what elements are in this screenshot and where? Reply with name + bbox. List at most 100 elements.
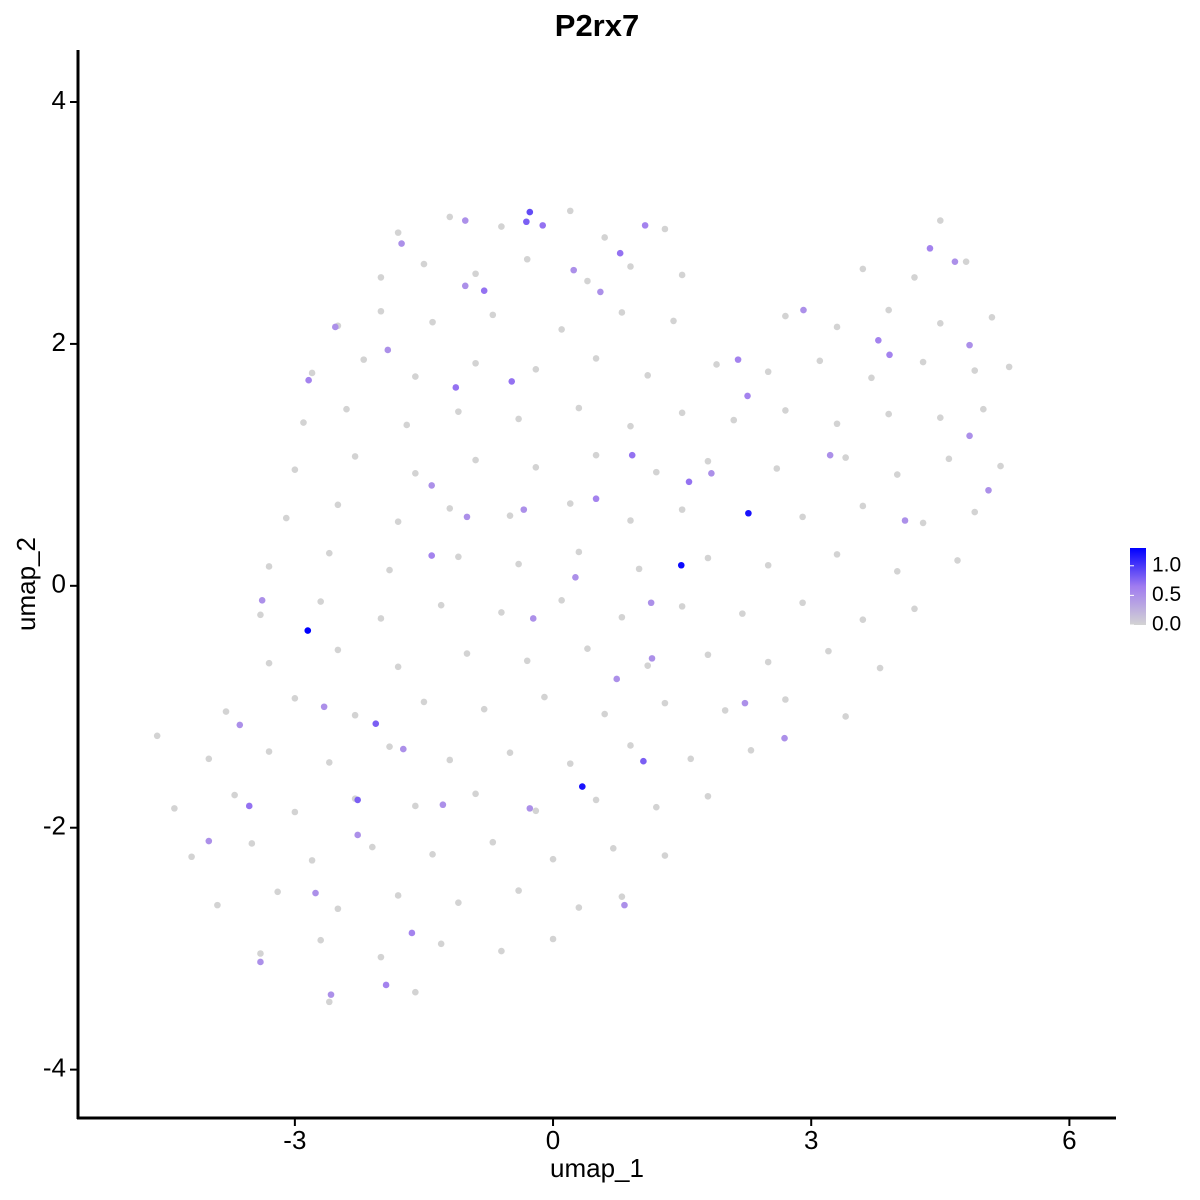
colorbar-tick-label: 0.5 (1152, 583, 1181, 606)
point (506, 749, 514, 757)
point (833, 420, 841, 428)
point (412, 470, 419, 477)
point (429, 318, 436, 326)
x-tick-label: 6 (1062, 1125, 1076, 1155)
y-tick-label: -2 (43, 811, 66, 841)
point (455, 553, 462, 561)
point (945, 455, 953, 463)
point (739, 610, 746, 617)
point (886, 351, 893, 359)
point (937, 320, 944, 327)
point (506, 512, 514, 519)
point (384, 346, 392, 354)
point (678, 506, 686, 513)
point (377, 615, 385, 622)
point (205, 755, 213, 763)
point (394, 663, 402, 671)
point (480, 705, 488, 713)
point (937, 414, 944, 421)
point (558, 597, 565, 604)
point (472, 270, 479, 278)
point (597, 288, 604, 296)
point (704, 457, 712, 465)
point (291, 808, 299, 816)
point (382, 981, 390, 989)
point (781, 734, 788, 742)
point (825, 647, 832, 655)
point (570, 266, 577, 274)
y-tick-label: 4 (52, 85, 66, 115)
point (584, 645, 591, 653)
point (489, 838, 497, 846)
point (386, 743, 393, 750)
point (640, 757, 647, 765)
colorbar (1130, 548, 1146, 625)
point (520, 506, 528, 513)
point (377, 953, 385, 961)
point (265, 563, 273, 570)
point (764, 368, 772, 376)
point (257, 611, 264, 619)
point (334, 501, 342, 509)
point (377, 274, 385, 281)
point (258, 597, 266, 604)
point (236, 721, 244, 729)
y-tick-label: 0 (52, 569, 66, 599)
point (747, 747, 755, 754)
point (644, 662, 652, 669)
point (205, 837, 213, 845)
point (661, 852, 669, 859)
point (954, 557, 961, 564)
point (245, 802, 253, 810)
point (498, 223, 505, 230)
point (549, 855, 557, 863)
point (446, 213, 454, 221)
point (800, 306, 807, 314)
point (317, 598, 324, 605)
point (472, 790, 479, 798)
point (472, 359, 479, 367)
point (876, 664, 884, 672)
point (231, 791, 238, 799)
chart-title: P2rx7 (555, 8, 639, 43)
point (704, 554, 712, 562)
point (618, 309, 626, 316)
x-tick-label: -3 (283, 1125, 306, 1155)
point (919, 358, 927, 366)
point (282, 514, 290, 522)
point (558, 326, 565, 333)
point (644, 372, 652, 379)
point (360, 356, 368, 363)
point (744, 392, 751, 400)
point (265, 659, 273, 667)
point (782, 696, 789, 703)
point (575, 904, 583, 911)
point (678, 409, 686, 417)
point (966, 341, 973, 349)
point (859, 616, 867, 623)
point (412, 373, 419, 380)
point (592, 355, 600, 362)
point (446, 505, 454, 512)
point (372, 720, 380, 727)
point (463, 513, 471, 521)
point (532, 807, 540, 815)
point (911, 274, 918, 281)
point (721, 707, 729, 714)
point (257, 950, 264, 957)
point (833, 551, 841, 558)
point (627, 422, 634, 430)
point (859, 265, 867, 273)
point (461, 282, 469, 290)
point (618, 613, 626, 621)
point (842, 454, 849, 461)
point (403, 421, 411, 429)
point (653, 803, 660, 811)
point (304, 627, 312, 634)
point (327, 991, 335, 998)
x-tick-label: 3 (804, 1125, 818, 1155)
point (408, 929, 416, 937)
point (515, 887, 522, 894)
point (461, 217, 469, 224)
point (334, 646, 342, 654)
